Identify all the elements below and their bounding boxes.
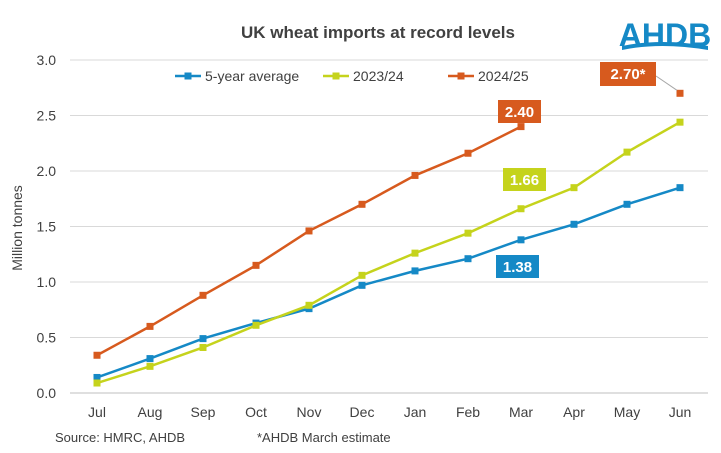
data-label: 1.38 (503, 259, 532, 276)
data-point (146, 362, 154, 370)
data-label: 1.66 (510, 172, 539, 189)
data-point (305, 301, 313, 309)
y-tick-label: 0.0 (37, 385, 57, 401)
data-point (146, 355, 154, 363)
x-tick-label: Mar (509, 404, 533, 420)
x-tick-label: Nov (297, 404, 322, 420)
data-point (358, 271, 366, 279)
estimate-label-box (600, 62, 656, 86)
data-point (676, 184, 684, 192)
footnote: *AHDB March estimate (257, 430, 391, 445)
legend-marker (184, 72, 192, 80)
data-point (252, 261, 260, 269)
data-point (305, 227, 313, 235)
estimate-label: 2.70* (610, 66, 645, 83)
x-tick-label: Feb (456, 404, 480, 420)
x-tick-label: Sep (191, 404, 216, 420)
data-point (411, 171, 419, 179)
x-tick-label: Jul (88, 404, 106, 420)
legend-label: 2024/25 (478, 68, 529, 84)
data-point (199, 335, 207, 343)
data-point (93, 373, 101, 381)
data-point (517, 236, 525, 244)
source-note: Source: HMRC, AHDB (55, 430, 185, 445)
leader-line (655, 75, 678, 91)
series-line (96, 125, 522, 357)
x-tick-label: Jun (669, 404, 692, 420)
data-point (570, 220, 578, 228)
data-point (358, 200, 366, 208)
y-tick-label: 1.5 (37, 219, 57, 235)
series-line (96, 186, 681, 379)
y-tick-label: 1.0 (37, 274, 57, 290)
logo-wave (622, 42, 708, 50)
data-point (411, 267, 419, 275)
legend-marker (332, 72, 340, 80)
data-point (623, 148, 631, 156)
data-point (676, 118, 684, 126)
data-point (517, 123, 525, 131)
data-point (199, 343, 207, 351)
estimate-point (676, 89, 684, 97)
data-point (146, 322, 154, 330)
y-tick-label: 2.0 (37, 163, 57, 179)
data-label-box (503, 168, 546, 191)
data-label: 2.40 (505, 104, 534, 121)
x-tick-label: Jan (404, 404, 427, 420)
ahdb-logo: AHDB (619, 17, 711, 53)
chart-title: UK wheat imports at record levels (241, 23, 515, 42)
x-tick-label: Aug (138, 404, 163, 420)
data-point (93, 351, 101, 359)
legend-label: 5-year average (205, 68, 299, 84)
series-line (96, 121, 681, 385)
data-point (464, 149, 472, 157)
legend-marker (457, 72, 465, 80)
data-point (252, 321, 260, 329)
x-tick-label: Oct (245, 404, 267, 420)
x-tick-label: Dec (350, 404, 375, 420)
y-tick-label: 2.5 (37, 108, 57, 124)
data-point (358, 281, 366, 289)
data-label-box (496, 255, 539, 278)
data-point (411, 249, 419, 257)
data-point (464, 229, 472, 237)
legend-label: 2023/24 (353, 68, 404, 84)
data-point (464, 255, 472, 263)
data-point (93, 379, 101, 387)
data-label-box (498, 100, 541, 123)
data-point (199, 291, 207, 299)
data-point (623, 200, 631, 208)
data-point (517, 205, 525, 213)
data-point (570, 184, 578, 192)
y-tick-label: 0.5 (37, 330, 57, 346)
y-axis-label: Million tonnes (9, 185, 25, 271)
x-tick-label: May (614, 404, 640, 420)
y-tick-label: 3.0 (37, 52, 57, 68)
x-tick-label: Apr (563, 404, 585, 420)
